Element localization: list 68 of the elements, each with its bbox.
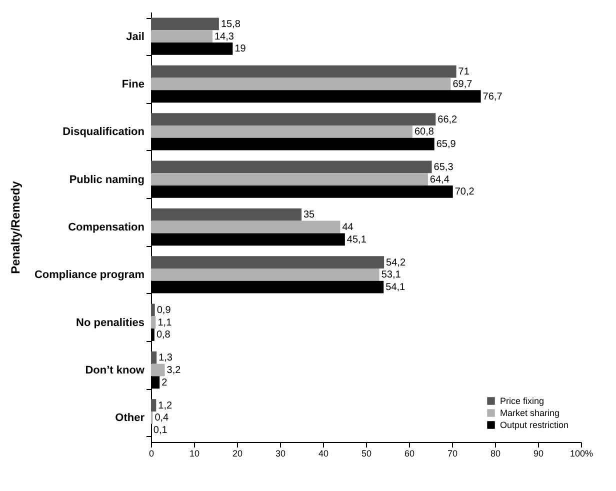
y-tick-label: Other — [115, 412, 146, 424]
x-tick-label: 90 — [533, 448, 544, 458]
x-tick-label: 40 — [318, 448, 329, 458]
legend-label: Output restriction — [500, 420, 569, 430]
y-tick-label: Jail — [126, 30, 144, 43]
y-tick-label: Disqualification — [62, 126, 145, 138]
bar — [151, 160, 432, 174]
y-tick-label: Public naming — [69, 174, 144, 186]
bar — [151, 18, 219, 30]
data-label: 0,1 — [153, 425, 168, 436]
bar — [151, 173, 428, 186]
y-axis-title: Penalty/Remedy — [8, 180, 22, 274]
bar — [151, 268, 380, 281]
data-label: 69,7 — [452, 78, 473, 90]
x-tick-label: 20 — [232, 448, 243, 458]
data-label: 19 — [234, 44, 246, 55]
x-tick-label: 70 — [447, 448, 458, 458]
data-label: 0,8 — [156, 330, 171, 341]
data-label: 65,9 — [436, 139, 456, 150]
bar — [151, 65, 456, 78]
data-label: 15,8 — [220, 18, 241, 30]
x-tick-label: 50 — [361, 448, 372, 458]
x-tick-label: 0 — [148, 448, 154, 458]
data-label: 44 — [342, 222, 354, 233]
bar — [151, 351, 157, 364]
data-label: 14,3 — [214, 31, 234, 42]
data-label: 45,1 — [346, 234, 367, 246]
x-tick-label: 100% — [570, 448, 594, 458]
data-label: 1,3 — [158, 352, 173, 364]
data-label: 1,1 — [158, 317, 172, 328]
data-label: 65,3 — [434, 162, 454, 173]
bar — [151, 30, 212, 43]
bar — [151, 78, 451, 90]
data-label: 1,2 — [158, 400, 172, 412]
x-tick-label: 10 — [189, 448, 200, 458]
data-label: 64,4 — [430, 174, 450, 186]
data-label: 3,2 — [166, 365, 182, 376]
legend-label: Price fixing — [500, 396, 544, 406]
bar — [151, 316, 156, 329]
data-label: 60,8 — [414, 126, 434, 138]
bar — [151, 304, 155, 316]
y-tick-label: Don’t know — [85, 364, 145, 377]
x-tick-label: 30 — [275, 448, 286, 458]
data-label: 35 — [304, 210, 316, 221]
bar — [151, 256, 384, 268]
data-label: 54,1 — [386, 282, 406, 294]
y-tick-label: Fine — [122, 78, 144, 90]
bar — [151, 208, 302, 221]
y-tick-label: No penalities — [76, 316, 144, 329]
data-label: 53,1 — [381, 270, 402, 281]
y-tick-label: Compliance program — [34, 269, 145, 282]
bar — [151, 113, 436, 126]
data-label: 0,4 — [154, 412, 170, 424]
x-tick-label: 60 — [404, 448, 415, 458]
bar — [151, 125, 412, 138]
y-tick-label: Compensation — [68, 222, 145, 234]
bar — [151, 399, 156, 412]
data-label: 54,2 — [386, 257, 406, 268]
bar — [151, 220, 340, 234]
data-label: 70,2 — [454, 186, 475, 198]
data-label: 66,2 — [438, 114, 458, 126]
data-label: 76,7 — [482, 91, 503, 102]
data-label: 2 — [162, 377, 168, 388]
data-label: 71 — [458, 66, 470, 78]
x-tick-label: 80 — [490, 448, 501, 458]
data-label: 0,9 — [156, 304, 172, 316]
bar — [151, 364, 165, 376]
legend-label: Market sharing — [500, 408, 560, 418]
